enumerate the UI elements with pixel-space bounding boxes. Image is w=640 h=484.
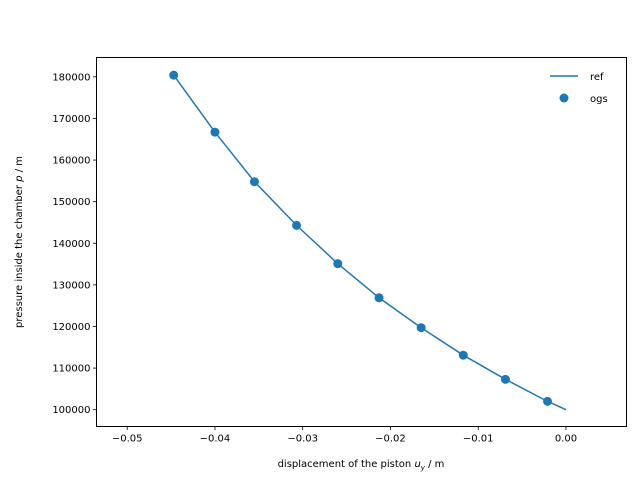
axes-frame <box>96 57 627 427</box>
y-tick-label: 150000 <box>52 197 90 208</box>
y-tick-label: 120000 <box>52 322 90 333</box>
x-tick-label: −0.03 <box>287 434 318 445</box>
x-tick-label: 0.00 <box>555 434 577 445</box>
y-tick-label: 130000 <box>52 280 90 291</box>
y-axis-ticks: 100000 110000 120000 130000 140000 150000 1600… <box>52 72 97 416</box>
series-point-ogs <box>333 259 343 269</box>
legend-ogs-label: ogs <box>590 94 608 105</box>
x-tick-label: −0.04 <box>200 434 231 445</box>
y-tick-label: 170000 <box>52 114 90 125</box>
series-point-ogs <box>249 177 259 187</box>
y-tick-label: 100000 <box>52 405 90 416</box>
x-tick-label: −0.01 <box>463 434 494 445</box>
series-point-ogs <box>374 293 384 303</box>
x-axis-ticks: −0.05 −0.04 −0.03 −0.02 −0.01 0.00 <box>112 426 577 445</box>
legend: ref ogs <box>550 72 608 105</box>
x-axis-label: displacement of the piston uy / m <box>278 459 445 472</box>
legend-ogs-marker <box>559 93 569 103</box>
series-point-ogs <box>292 220 302 230</box>
y-tick-label: 110000 <box>52 364 90 375</box>
y-axis-label: pressure inside the chamber p / m <box>14 156 25 328</box>
series-point-ogs <box>500 374 510 384</box>
y-tick-label: 160000 <box>52 156 90 167</box>
legend-ref-label: ref <box>590 72 604 83</box>
plot-area <box>169 70 567 411</box>
x-tick-label: −0.02 <box>375 434 406 445</box>
series-point-ogs <box>416 323 426 333</box>
x-tick-label: −0.05 <box>112 434 143 445</box>
y-tick-label: 140000 <box>52 239 90 250</box>
series-point-ogs <box>169 70 179 80</box>
y-tick-label: 180000 <box>52 72 90 83</box>
series-point-ogs <box>210 127 220 137</box>
series-point-ogs <box>543 396 553 406</box>
series-point-ogs <box>458 350 468 360</box>
